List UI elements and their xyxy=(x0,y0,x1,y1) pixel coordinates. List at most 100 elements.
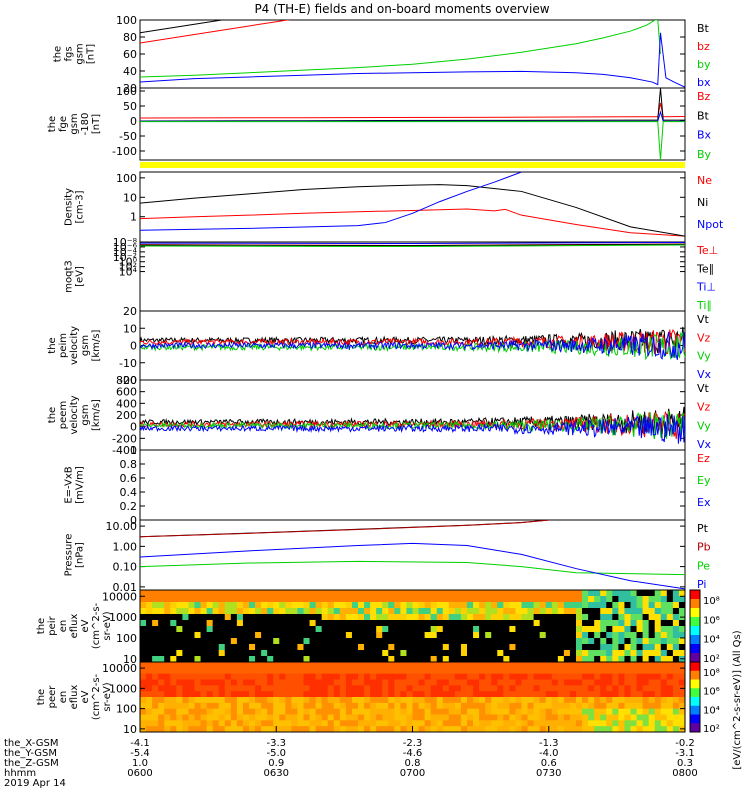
heatmap-cell xyxy=(454,626,462,633)
heatmap-cell xyxy=(521,632,529,639)
heatmap-cell xyxy=(345,608,353,615)
heatmap-cell xyxy=(588,691,595,698)
heatmap-cell xyxy=(491,726,498,733)
heatmap-cell xyxy=(333,632,341,639)
heatmap-cell xyxy=(606,691,613,698)
heatmap-cell xyxy=(242,726,250,733)
heatmap-cell xyxy=(448,714,456,721)
heatmap-cell xyxy=(200,638,208,645)
heatmap-cell xyxy=(176,620,183,627)
heatmap-cell xyxy=(448,656,456,663)
heatmap-cell xyxy=(527,602,535,609)
heatmap-cell xyxy=(200,708,208,715)
heatmap-cell xyxy=(636,662,644,669)
heatmap-cell xyxy=(327,650,335,657)
y-tick-label: 0 xyxy=(130,421,137,434)
ephemeris-value: -3.3 xyxy=(266,738,286,749)
heatmap-cell xyxy=(321,632,329,639)
heatmap-cell xyxy=(345,702,353,710)
heatmap-cell xyxy=(358,656,365,663)
heatmap-cell xyxy=(436,656,444,663)
colorbar-segment xyxy=(690,635,700,645)
heatmap-cell xyxy=(539,632,547,639)
heatmap-cell xyxy=(315,656,323,663)
heatmap-cell xyxy=(618,596,625,603)
heatmap-cell xyxy=(273,626,280,633)
heatmap-cell xyxy=(582,726,589,733)
heatmap-cell xyxy=(200,650,208,657)
heatmap-cell xyxy=(400,596,407,603)
heatmap-cell xyxy=(394,679,401,686)
heatmap-cell xyxy=(473,667,480,675)
heatmap-cell xyxy=(273,590,280,597)
heatmap-cell xyxy=(418,650,426,657)
heatmap-cell xyxy=(467,685,474,692)
heatmap-cell xyxy=(485,679,492,686)
heatmap-cell xyxy=(533,602,541,609)
heatmap-cell xyxy=(545,720,553,727)
heatmap-cell xyxy=(164,608,171,615)
heatmap-cell xyxy=(394,626,401,633)
heatmap-cell xyxy=(285,620,292,627)
heatmap-cell xyxy=(497,596,504,603)
heatmap-cell xyxy=(249,720,256,727)
heatmap-cell xyxy=(618,714,625,721)
heatmap-cell xyxy=(370,626,377,633)
heatmap-cell xyxy=(467,708,474,715)
heatmap-cell xyxy=(545,620,553,627)
heatmap-cell xyxy=(612,644,619,651)
heatmap-cell xyxy=(394,632,401,639)
heatmap-cell xyxy=(249,667,256,675)
heatmap-cell xyxy=(327,679,335,686)
heatmap-cell xyxy=(206,726,214,733)
heatmap-cell xyxy=(424,620,432,627)
heatmap-cell xyxy=(327,662,335,669)
heatmap-cell xyxy=(249,614,256,621)
heatmap-cell xyxy=(418,708,426,715)
heatmap-cell xyxy=(170,708,177,715)
heatmap-cell xyxy=(351,632,359,639)
heatmap-cell xyxy=(206,590,214,597)
heatmap-cell xyxy=(303,644,311,651)
heatmap-cell xyxy=(491,632,498,639)
heatmap-cell xyxy=(485,702,492,710)
heatmap-cell xyxy=(515,708,522,715)
heatmap-cell xyxy=(242,685,250,692)
colorbar-tick: 10² xyxy=(703,654,720,665)
colorbar-segment xyxy=(690,679,700,689)
heatmap-cell xyxy=(521,614,529,621)
heatmap-cell xyxy=(491,702,498,710)
heatmap-cell xyxy=(454,650,462,657)
y-tick-label: -50 xyxy=(119,130,137,143)
heatmap-cell xyxy=(606,726,613,733)
heatmap-cell xyxy=(400,679,407,686)
heatmap-cell xyxy=(442,726,450,733)
heatmap-cell xyxy=(297,662,304,669)
heatmap-cell xyxy=(551,596,559,603)
heatmap-cell xyxy=(182,714,189,721)
heatmap-cell xyxy=(315,590,323,597)
heatmap-cell xyxy=(406,691,413,698)
heatmap-cell xyxy=(582,673,589,680)
heatmap-cell xyxy=(291,685,298,692)
heatmap-cell xyxy=(660,590,668,597)
heatmap-cell xyxy=(660,720,668,727)
heatmap-cell xyxy=(309,620,317,627)
colorbar-segment xyxy=(690,688,700,698)
heatmap-cell xyxy=(364,620,371,627)
heatmap-cell xyxy=(624,650,631,657)
heatmap-cell xyxy=(557,620,565,627)
heatmap-cell xyxy=(400,644,407,651)
y-axis-label: the xyxy=(47,407,58,423)
heatmap-cell xyxy=(418,702,426,710)
heatmap-cell xyxy=(249,662,256,669)
heatmap-cell xyxy=(648,667,656,675)
heatmap-cell xyxy=(255,614,262,621)
heatmap-cell xyxy=(285,632,292,639)
heatmap-cell xyxy=(279,638,286,645)
heatmap-cell xyxy=(563,590,571,597)
heatmap-cell xyxy=(630,596,638,603)
heatmap-cell xyxy=(636,714,644,721)
heatmap-cell xyxy=(642,602,650,609)
heatmap-cell xyxy=(533,726,541,733)
